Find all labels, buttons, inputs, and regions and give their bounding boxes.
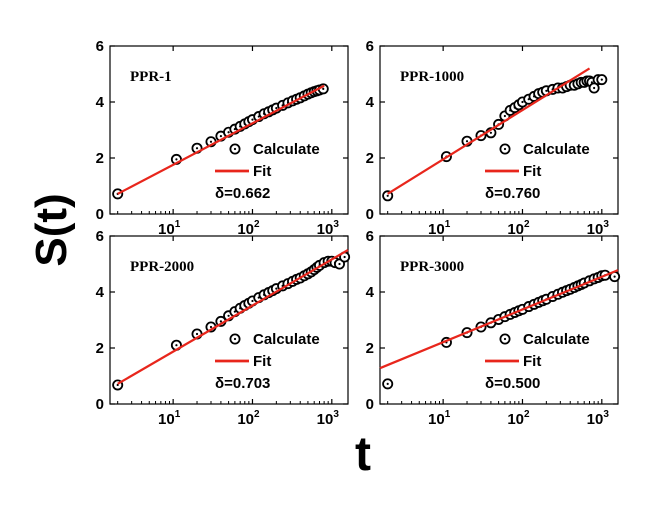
delta-label: δ=0.500 (485, 375, 540, 392)
panel-ppr-2000: 0 2 4 6 101 102 103 PPR-2000 Calculate Fit δ=0.703 (96, 228, 351, 428)
x-tick-label: 102 (237, 409, 260, 428)
y-tick-label: 6 (366, 38, 374, 55)
panel-ppr-3000: 0 2 4 6 101 102 103 PPR-3000 Calculate Fit δ=0.500 (366, 228, 621, 428)
data-point-dot (251, 299, 254, 303)
data-point-dot (600, 78, 603, 81)
data-point-dot (275, 107, 278, 110)
legend-fit-label: Fit (253, 353, 271, 370)
data-point-dot (175, 158, 178, 161)
legend-calculate-label: Calculate (253, 331, 320, 348)
x-tick-label: 101 (158, 409, 181, 428)
y-tick-label: 2 (96, 340, 104, 357)
x-tick-label: 102 (237, 219, 260, 238)
data-point-dot (195, 332, 199, 336)
panel-label: PPR-3000 (400, 259, 464, 275)
data-point-dot (219, 135, 223, 138)
panel-label: PPR-1000 (400, 69, 464, 85)
y-tick-label: 2 (366, 340, 374, 357)
data-point-dot (503, 114, 506, 118)
x-tick-label: 101 (428, 409, 451, 428)
data-point-dot (343, 255, 346, 259)
legend-calculate-label: Calculate (523, 141, 590, 158)
data-point-dot (465, 140, 469, 143)
panels: 0 2 4 6 101 102 103 PPR-1 Calculate Fit δ=0.662 0 2 4… (96, 38, 621, 428)
legend-calculate-marker-dot (503, 147, 507, 151)
delta-label: δ=0.662 (215, 185, 270, 202)
x-axis-title: t (355, 428, 371, 481)
x-tick-label: 102 (507, 219, 530, 238)
y-tick-label: 4 (96, 284, 105, 301)
data-point-dot (386, 382, 389, 385)
data-point-dot (195, 147, 199, 150)
x-tick-label: 101 (428, 219, 451, 238)
legend-calculate-label: Calculate (523, 331, 590, 348)
panel-ppr-1000: 0 2 4 6 101 102 103 PPR-1000 Calculate Fit δ=0.760 (366, 38, 619, 238)
y-tick-label: 6 (366, 228, 374, 245)
data-point-dot (275, 287, 278, 290)
y-tick-label: 2 (96, 150, 104, 167)
legend-fit-label: Fit (523, 163, 541, 180)
data-point-dot (219, 320, 223, 323)
y-tick-label: 0 (96, 206, 104, 223)
delta-label: δ=0.760 (485, 185, 540, 202)
data-point-dot (521, 100, 524, 104)
legend-calculate-marker-dot (503, 337, 507, 341)
data-point-dot (251, 118, 254, 121)
x-tick-label: 103 (317, 409, 340, 428)
x-tick-label: 103 (587, 409, 610, 428)
y-tick-label: 4 (96, 94, 105, 111)
y-tick-label: 0 (96, 396, 104, 413)
data-point-dot (613, 275, 616, 278)
data-point-dot (233, 310, 236, 313)
data-point-dot (209, 140, 213, 143)
legend-calculate-marker-dot (233, 337, 237, 341)
y-tick-label: 4 (366, 284, 375, 301)
data-point-dot (338, 262, 341, 266)
data-point-dot (386, 194, 389, 197)
x-tick-label: 102 (507, 409, 530, 428)
data-point-dot (322, 87, 325, 90)
legend-fit-label: Fit (253, 163, 271, 180)
y-tick-label: 0 (366, 396, 374, 413)
y-axis-title: S(t) (27, 193, 76, 266)
fit-line (117, 249, 349, 385)
panel-ppr-1: 0 2 4 6 101 102 103 PPR-1 Calculate Fit δ=0.662 (96, 38, 349, 238)
x-tick-label: 103 (317, 219, 340, 238)
legend-fit-label: Fit (523, 353, 541, 370)
data-point-dot (227, 131, 230, 134)
data-point-dot (227, 314, 230, 317)
data-point-dot (175, 344, 178, 347)
legend-calculate-marker-dot (233, 147, 237, 151)
fit-line (117, 84, 325, 195)
y-tick-label: 6 (96, 228, 104, 245)
fit-line (379, 269, 619, 370)
legend-calculate-label: Calculate (253, 141, 320, 158)
x-tick-label: 101 (158, 219, 181, 238)
y-tick-label: 6 (96, 38, 104, 55)
data-point-dot (545, 89, 548, 92)
delta-label: δ=0.703 (215, 375, 270, 392)
y-tick-label: 4 (366, 94, 375, 111)
data-point-dot (593, 86, 596, 90)
panel-label: PPR-1 (130, 69, 172, 85)
y-tick-label: 0 (366, 206, 374, 223)
data-point-dot (209, 325, 213, 329)
y-tick-label: 2 (366, 150, 374, 167)
data-point-dot (489, 131, 493, 134)
panel-label: PPR-2000 (130, 259, 194, 275)
x-tick-label: 103 (587, 219, 610, 238)
fit-line (387, 67, 591, 195)
